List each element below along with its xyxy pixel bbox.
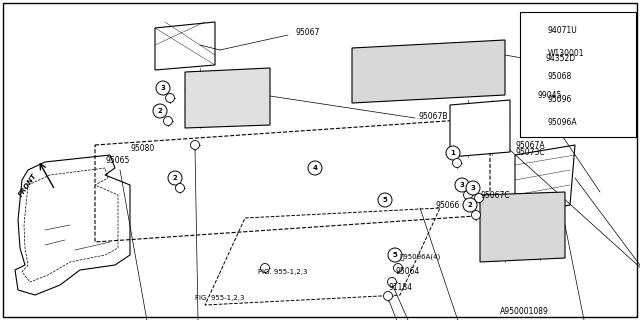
Text: W130001: W130001 (548, 49, 584, 58)
Circle shape (529, 23, 543, 37)
Circle shape (387, 277, 397, 286)
Text: FIG. 955-1,2,3: FIG. 955-1,2,3 (195, 295, 244, 301)
Circle shape (446, 146, 460, 160)
Text: 2: 2 (173, 175, 177, 181)
Text: 95073C: 95073C (515, 148, 545, 156)
Circle shape (308, 161, 322, 175)
Text: 5: 5 (533, 117, 539, 126)
Text: 5: 5 (392, 252, 397, 258)
Text: 3: 3 (460, 182, 465, 188)
Text: 99045: 99045 (538, 91, 563, 100)
Text: A950001089: A950001089 (500, 308, 549, 316)
Circle shape (260, 263, 269, 273)
Text: 95067C: 95067C (480, 190, 509, 199)
Text: 95064: 95064 (395, 268, 419, 276)
Polygon shape (185, 68, 270, 128)
Circle shape (463, 198, 477, 212)
Circle shape (156, 81, 170, 95)
Circle shape (452, 158, 461, 167)
Text: 95066: 95066 (435, 201, 460, 210)
Text: 95067A: 95067A (515, 140, 545, 149)
Circle shape (466, 181, 480, 195)
Text: 94352D: 94352D (545, 53, 575, 62)
Text: FIG. 955-1,2,3: FIG. 955-1,2,3 (258, 269, 307, 275)
Text: 95067: 95067 (295, 28, 319, 36)
Text: 1: 1 (533, 26, 539, 35)
Circle shape (455, 178, 469, 192)
Text: 91184: 91184 (388, 284, 412, 292)
Text: 94071U: 94071U (548, 26, 578, 35)
Text: 2: 2 (468, 202, 472, 208)
Text: 95068: 95068 (548, 71, 572, 81)
Text: 95096A: 95096A (548, 117, 578, 126)
Circle shape (463, 190, 472, 199)
Polygon shape (450, 100, 510, 157)
Circle shape (529, 92, 543, 106)
Circle shape (163, 116, 173, 125)
Polygon shape (480, 192, 565, 262)
Text: 3: 3 (470, 185, 476, 191)
Text: 3: 3 (161, 85, 165, 91)
Text: 4: 4 (533, 94, 539, 103)
Circle shape (175, 183, 184, 193)
Circle shape (394, 263, 403, 273)
Circle shape (168, 171, 182, 185)
Text: 95096: 95096 (548, 94, 572, 103)
Circle shape (529, 69, 543, 83)
Text: 1: 1 (451, 150, 456, 156)
Circle shape (383, 292, 392, 300)
Text: ⑐95096A(4): ⑐95096A(4) (400, 254, 441, 260)
Circle shape (529, 46, 543, 60)
Text: 2: 2 (533, 49, 539, 58)
Polygon shape (352, 40, 505, 103)
Text: 4: 4 (312, 165, 317, 171)
Circle shape (153, 104, 167, 118)
Text: 5: 5 (383, 197, 387, 203)
Circle shape (474, 194, 483, 203)
Circle shape (166, 93, 175, 102)
Circle shape (529, 115, 543, 129)
Circle shape (191, 140, 200, 149)
Circle shape (388, 248, 402, 262)
Polygon shape (95, 118, 490, 242)
Text: FRONT: FRONT (18, 172, 38, 198)
Circle shape (472, 211, 481, 220)
Text: 2: 2 (157, 108, 163, 114)
Text: 3: 3 (533, 71, 539, 81)
Text: 95067B: 95067B (418, 111, 447, 121)
Bar (520, 12, 636, 137)
Circle shape (378, 193, 392, 207)
Text: 95065: 95065 (105, 156, 129, 164)
Text: 95080: 95080 (130, 143, 154, 153)
